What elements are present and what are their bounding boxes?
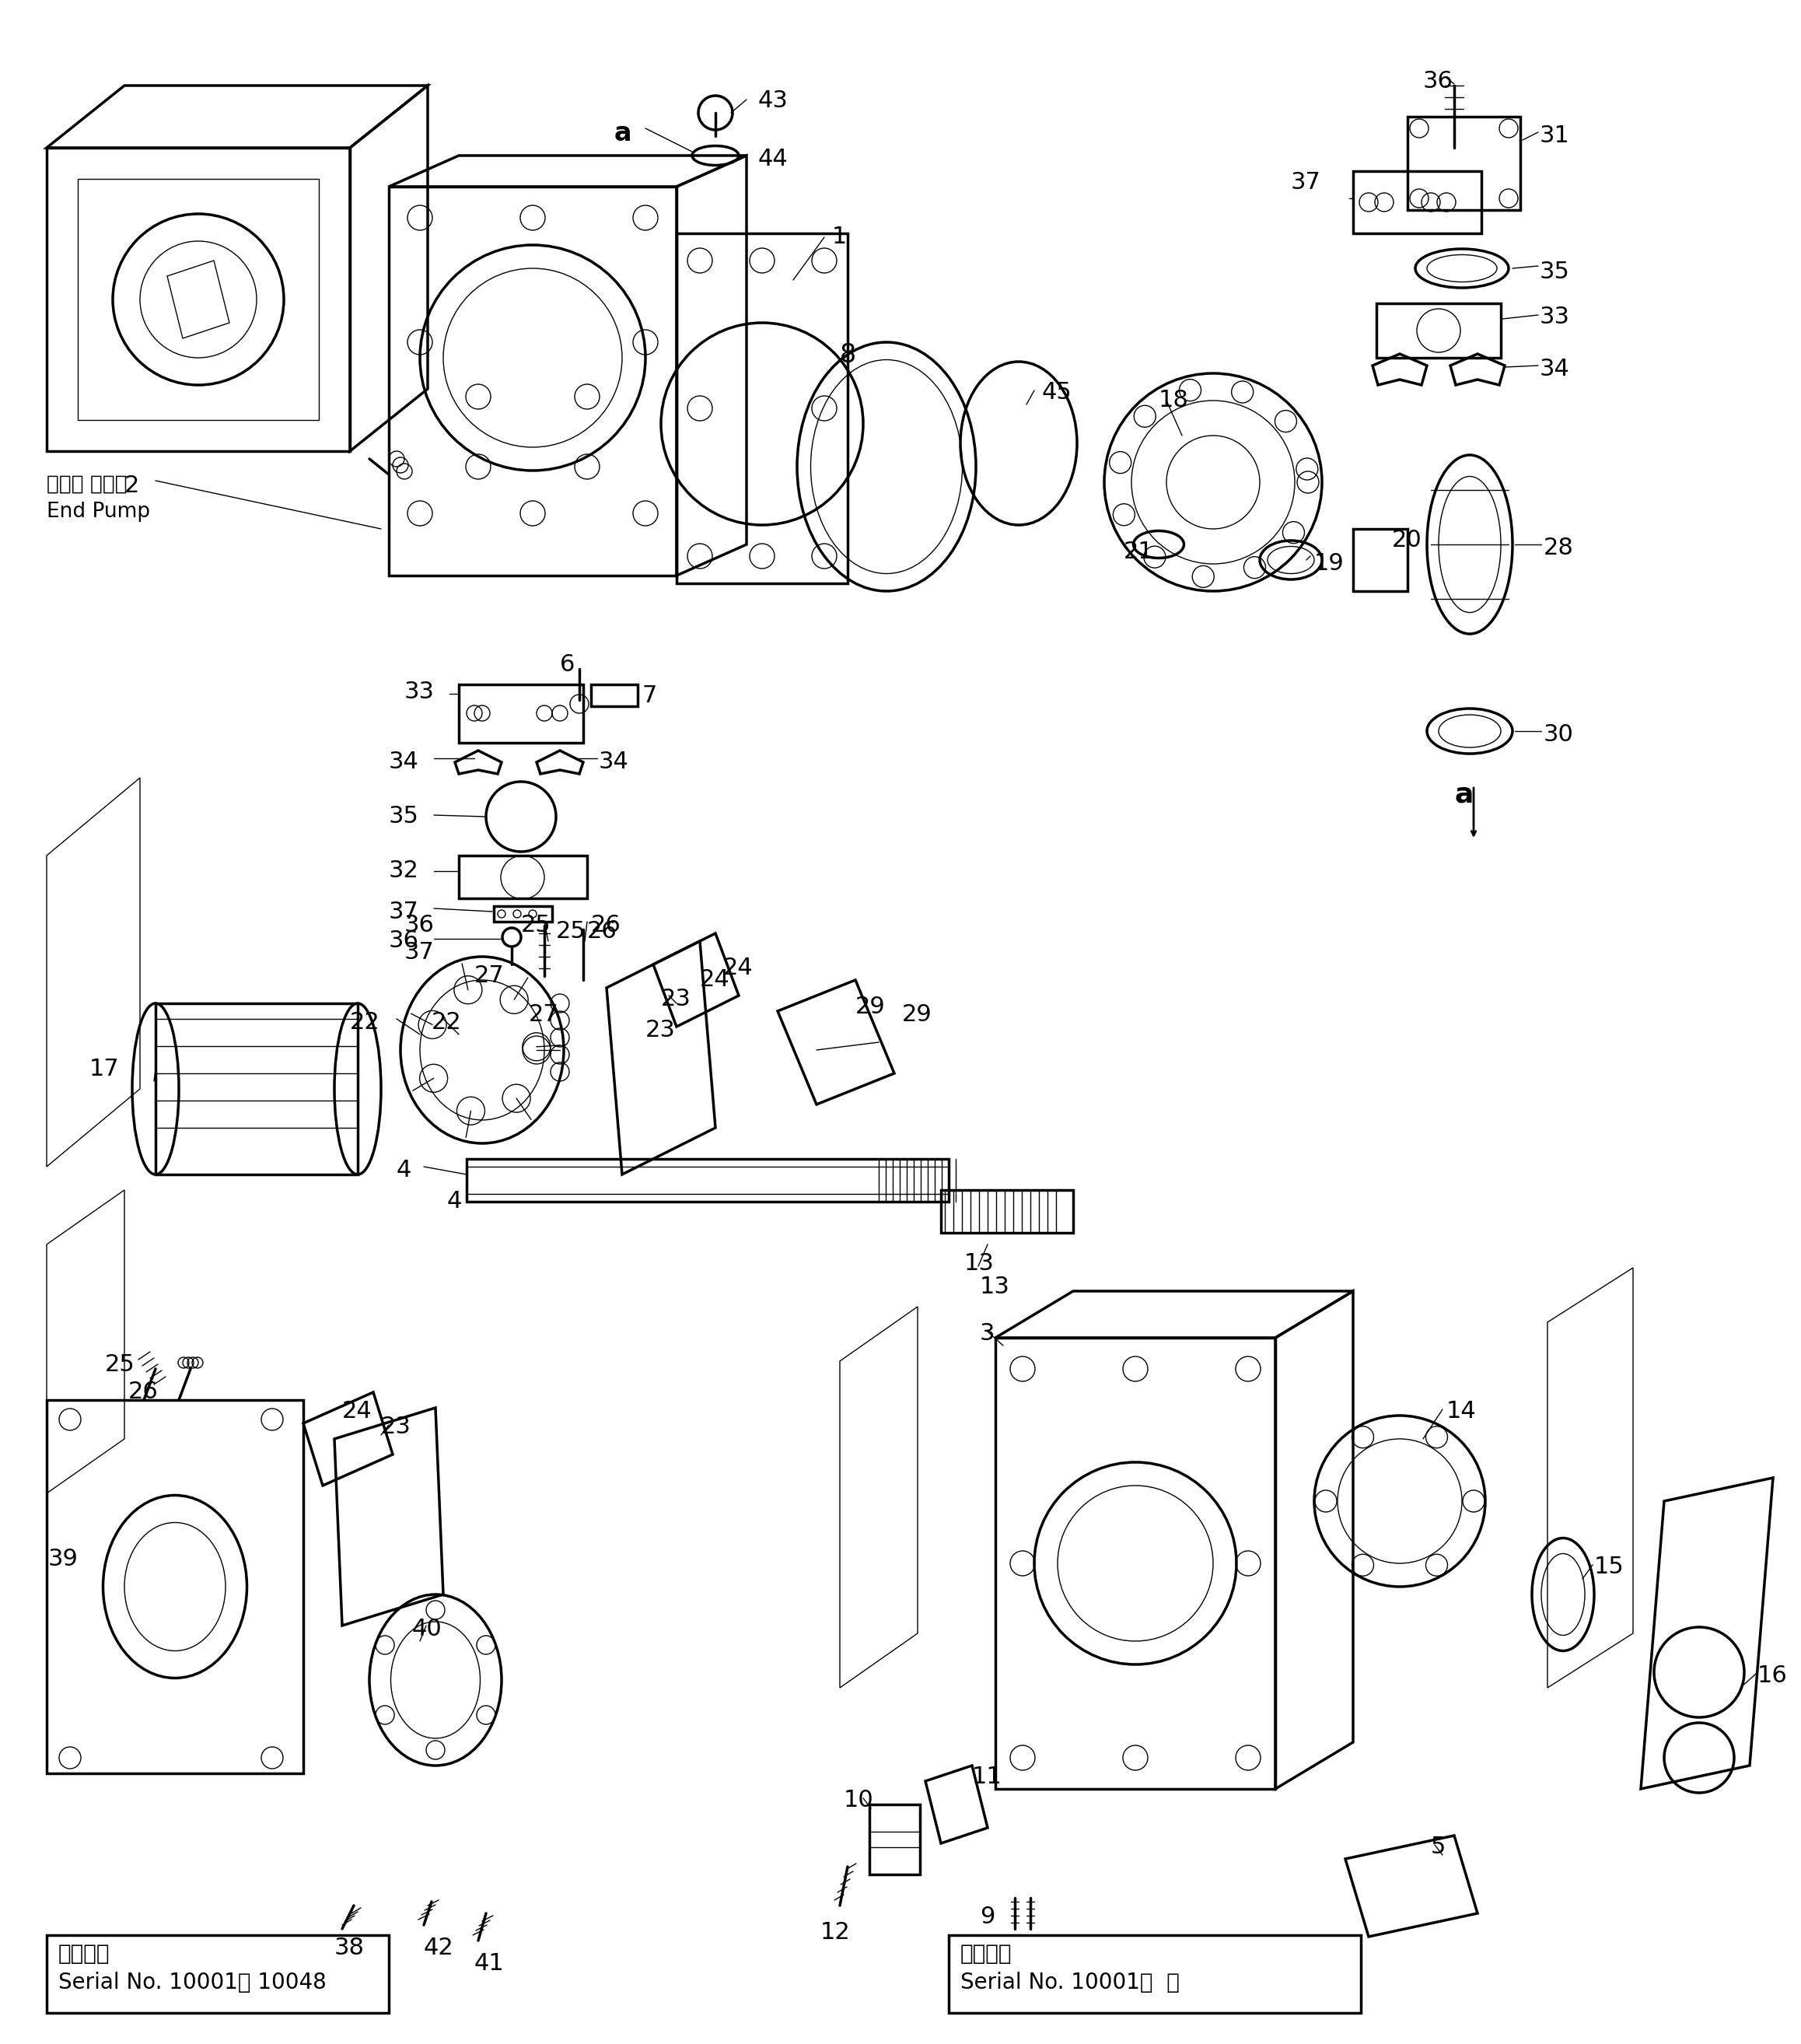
Text: 36: 36 xyxy=(405,914,434,936)
Bar xyxy=(466,1159,949,1202)
Text: 42: 42 xyxy=(423,1936,454,1960)
Text: 33: 33 xyxy=(1540,307,1570,329)
Text: 33: 33 xyxy=(405,681,434,703)
Text: 37: 37 xyxy=(405,940,434,963)
Text: 36: 36 xyxy=(389,930,420,953)
Bar xyxy=(870,1805,920,1874)
Bar xyxy=(459,685,584,742)
Text: 24: 24 xyxy=(701,969,729,991)
Text: 4: 4 xyxy=(396,1159,412,1181)
Text: 38: 38 xyxy=(335,1936,366,1960)
Bar xyxy=(47,147,349,452)
Text: 9: 9 xyxy=(980,1905,994,1927)
Text: 適用号機: 適用号機 xyxy=(960,1944,1012,1964)
Text: 13: 13 xyxy=(980,1275,1010,1298)
Text: 35: 35 xyxy=(1540,260,1570,284)
Bar xyxy=(155,1004,358,1175)
Text: 26: 26 xyxy=(128,1380,158,1402)
Text: 6: 6 xyxy=(560,654,575,677)
Bar xyxy=(949,1936,1362,2013)
Text: 45: 45 xyxy=(1043,380,1072,403)
Text: 7: 7 xyxy=(641,685,657,707)
Text: 37: 37 xyxy=(389,901,420,924)
Text: 22: 22 xyxy=(349,1012,380,1034)
Text: 24: 24 xyxy=(342,1400,373,1423)
Text: 19: 19 xyxy=(1315,552,1344,574)
Text: 34: 34 xyxy=(598,750,629,773)
Text: 18: 18 xyxy=(1158,388,1189,411)
Text: 29: 29 xyxy=(902,1004,933,1026)
Text: Serial No. 10001～  ・: Serial No. 10001～ ・ xyxy=(960,1972,1180,1993)
Text: 25: 25 xyxy=(520,914,551,936)
Text: 30: 30 xyxy=(1543,724,1574,746)
Bar xyxy=(493,905,553,922)
Text: 11: 11 xyxy=(973,1766,1001,1788)
Text: 43: 43 xyxy=(758,90,789,112)
Text: 25: 25 xyxy=(557,920,585,942)
Text: 37: 37 xyxy=(1291,172,1322,194)
Text: 23: 23 xyxy=(382,1416,411,1439)
Text: a: a xyxy=(1453,781,1473,807)
Text: 40: 40 xyxy=(412,1617,443,1641)
Text: 26: 26 xyxy=(587,920,618,942)
Bar xyxy=(940,1190,1073,1233)
Text: 22: 22 xyxy=(432,1012,461,1034)
Bar xyxy=(1353,529,1408,591)
Bar xyxy=(77,180,319,419)
Bar xyxy=(1376,303,1500,358)
Bar xyxy=(996,1337,1275,1788)
Text: 2: 2 xyxy=(124,474,139,497)
Text: 32: 32 xyxy=(389,858,420,883)
Bar xyxy=(459,856,587,897)
Text: 5: 5 xyxy=(1430,1836,1446,1858)
Text: 35: 35 xyxy=(389,805,420,828)
Text: エンド ポンプ: エンド ポンプ xyxy=(47,474,128,495)
Text: 4: 4 xyxy=(447,1190,463,1212)
Bar xyxy=(466,1167,949,1194)
Bar xyxy=(677,233,848,583)
Text: 20: 20 xyxy=(1392,529,1423,552)
Bar xyxy=(1353,172,1482,233)
Text: 14: 14 xyxy=(1446,1400,1477,1423)
Text: 10: 10 xyxy=(843,1788,873,1811)
Text: 17: 17 xyxy=(90,1059,119,1081)
Text: 21: 21 xyxy=(1124,540,1154,562)
Text: 24: 24 xyxy=(724,957,753,979)
Bar xyxy=(389,186,677,576)
Text: 41: 41 xyxy=(474,1952,504,1975)
Text: 36: 36 xyxy=(1423,69,1453,92)
Bar xyxy=(1408,117,1520,211)
Text: 31: 31 xyxy=(1540,125,1570,147)
Bar xyxy=(47,1936,389,2013)
Bar xyxy=(47,1400,303,1774)
Text: 1: 1 xyxy=(832,225,846,247)
Bar xyxy=(591,685,638,707)
Text: 44: 44 xyxy=(758,147,789,170)
Text: 28: 28 xyxy=(1543,538,1574,560)
Text: 39: 39 xyxy=(49,1547,79,1570)
Text: 12: 12 xyxy=(821,1921,850,1944)
Text: 23: 23 xyxy=(645,1018,675,1042)
Text: 27: 27 xyxy=(529,1004,558,1026)
Text: 34: 34 xyxy=(1540,358,1570,380)
Text: 適用号機: 適用号機 xyxy=(58,1944,110,1964)
Text: 26: 26 xyxy=(591,914,621,936)
Text: Serial No. 10001～ 10048: Serial No. 10001～ 10048 xyxy=(58,1972,326,1993)
Text: 34: 34 xyxy=(389,750,420,773)
Text: 15: 15 xyxy=(1594,1555,1625,1578)
Text: a: a xyxy=(614,121,632,147)
Text: 25: 25 xyxy=(104,1353,135,1376)
Text: 8: 8 xyxy=(839,341,855,368)
Text: 13: 13 xyxy=(964,1253,994,1275)
Text: End Pump: End Pump xyxy=(47,501,149,521)
Text: 3: 3 xyxy=(980,1322,994,1345)
Text: 27: 27 xyxy=(474,965,504,987)
Text: 29: 29 xyxy=(855,995,886,1018)
Text: 16: 16 xyxy=(1758,1664,1788,1686)
Text: 23: 23 xyxy=(661,987,692,1010)
